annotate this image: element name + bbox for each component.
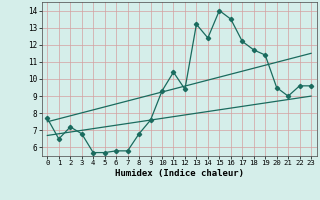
X-axis label: Humidex (Indice chaleur): Humidex (Indice chaleur) <box>115 169 244 178</box>
